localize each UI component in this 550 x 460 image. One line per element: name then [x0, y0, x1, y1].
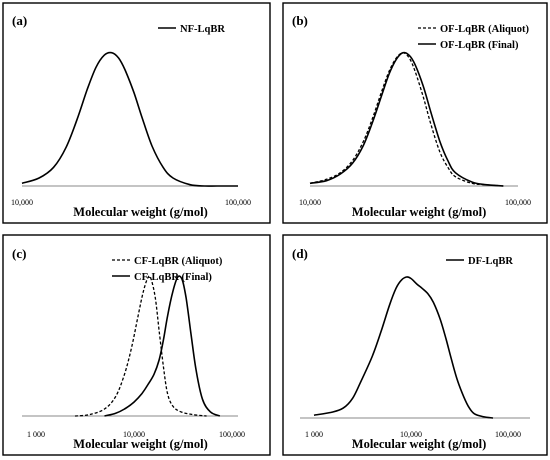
x-tick-label: 100,000 — [495, 430, 521, 439]
panel-frame — [282, 234, 548, 456]
panel-frame — [2, 234, 271, 456]
x-tick-label: 100,000 — [225, 198, 251, 207]
panel-label: (d) — [292, 246, 308, 261]
x-tick-label: 1 000 — [305, 430, 323, 439]
x-tick-label: 100,000 — [505, 198, 531, 207]
panel-b: (b) 10,000 100,000 Molecular weight (g/mol)… — [282, 2, 548, 224]
series-line-c-1 — [104, 275, 221, 417]
x-axis-label: Molecular weight (g/mol) — [352, 437, 486, 451]
legend-entry: CF-LqBR (Aliquot) — [134, 256, 223, 267]
x-tick-label: 10,000 — [11, 198, 33, 207]
panel-a: (a) 10,000 100,000 Molecular weight (g/mol)… — [2, 2, 271, 224]
x-tick-label: 1 000 — [27, 430, 45, 439]
legend-entry: OF-LqBR (Final) — [440, 40, 519, 51]
panel-label: (a) — [12, 13, 27, 28]
series-line-b-0 — [309, 52, 504, 187]
legend-entry: OF-LqBR (Aliquot) — [440, 24, 529, 35]
x-axis-label: Molecular weight (g/mol) — [73, 205, 207, 219]
legend-entry: NF-LqBR — [180, 24, 225, 35]
x-tick-label: 100,000 — [219, 430, 245, 439]
series-line-c-0 — [74, 275, 207, 417]
series-line-b-1 — [309, 51, 504, 187]
series-line-a-0 — [21, 51, 238, 187]
x-axis-label: Molecular weight (g/mol) — [73, 437, 207, 451]
panel-frame — [282, 2, 548, 224]
series-line-d-0 — [313, 276, 494, 419]
x-tick-label: 10,000 — [299, 198, 321, 207]
panel-label: (b) — [292, 13, 308, 28]
x-axis-label: Molecular weight (g/mol) — [352, 205, 486, 219]
panel-label: (c) — [12, 246, 26, 261]
panel-d: (d) 1 000 10,000 100,000 Molecular weight (g… — [282, 234, 548, 456]
panel-frame — [2, 2, 271, 224]
panel-c: (c) 1 000 10,000 100,000 Molecular weight (g… — [2, 234, 271, 456]
legend-entry: DF-LqBR — [468, 256, 513, 267]
x-tick-label: 10,000 — [123, 430, 145, 439]
x-tick-label: 10,000 — [400, 430, 422, 439]
legend-entry: CF-LqBR (Final) — [134, 272, 212, 283]
